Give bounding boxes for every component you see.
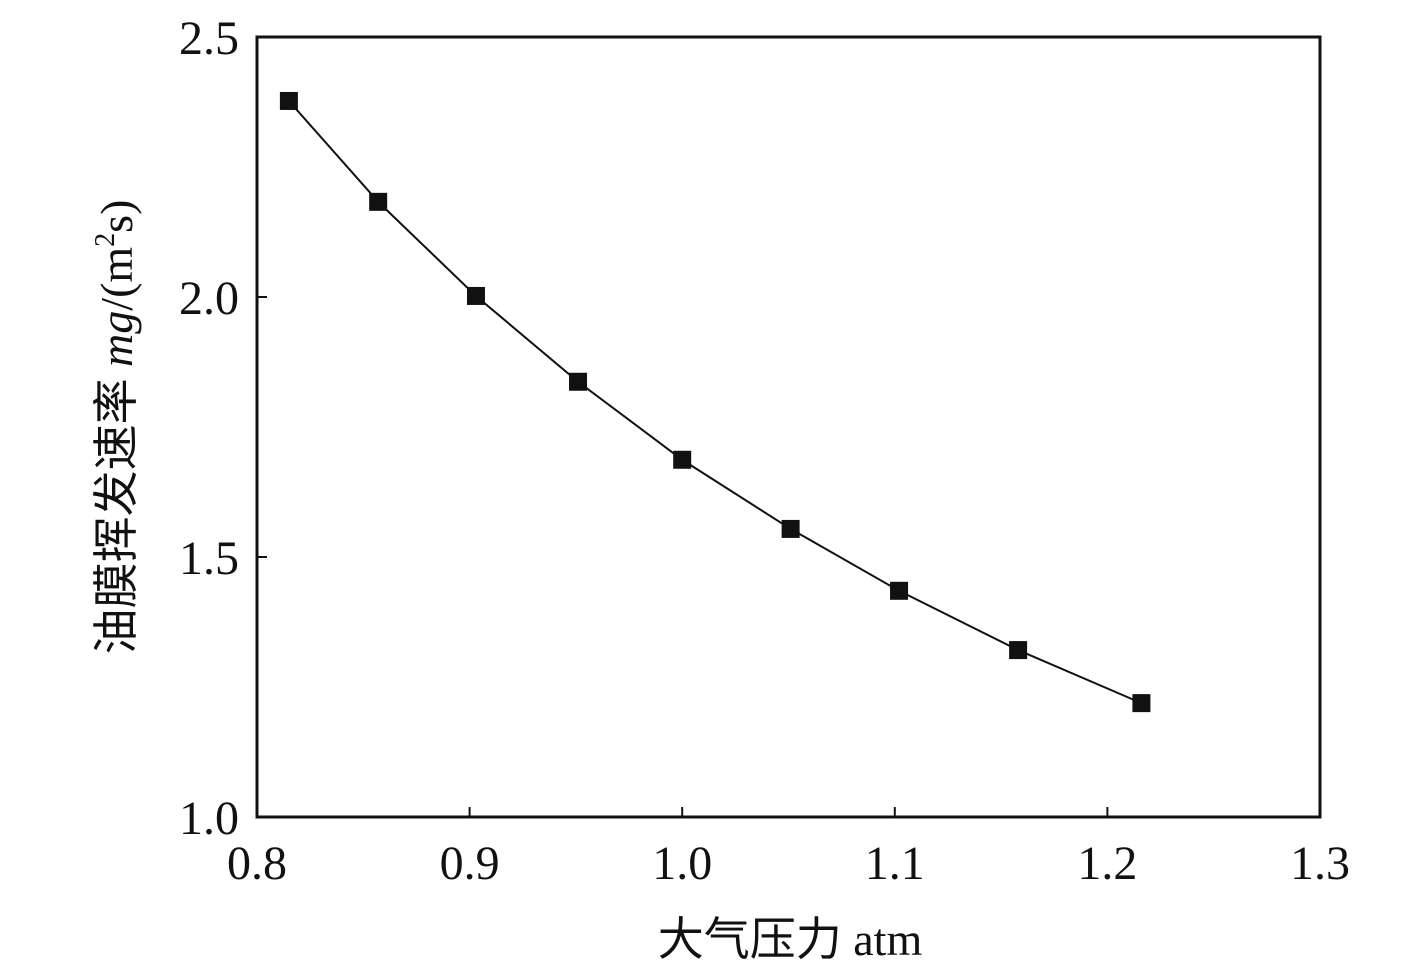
x-axis-title: 大气压力 atm: [658, 914, 923, 965]
ticks: 0.8 0.9 1.0 1.1 1.2 1.3 1.0 1.5 2.0 2.5: [179, 12, 1350, 890]
x-tick-label: 1.0: [652, 837, 712, 890]
data-point: [781, 519, 800, 538]
data-point: [1009, 641, 1028, 660]
x-tick-label: 1.3: [1290, 837, 1350, 890]
y-tick-label: 2.0: [179, 272, 239, 325]
data-point: [1132, 694, 1151, 713]
x-tick-label: 0.9: [440, 837, 500, 890]
y-tick-label: 1.5: [179, 532, 239, 585]
y-tick-label: 1.0: [179, 792, 239, 845]
y-axis-title: 油膜挥发速率 mg/(m2s): [90, 200, 142, 655]
x-tick-label: 1.1: [865, 837, 925, 890]
data-point: [890, 581, 909, 600]
data-point: [279, 91, 298, 110]
data-point: [569, 372, 588, 391]
y-tick-label: 2.5: [179, 12, 239, 65]
series-line: [288, 100, 1142, 705]
plot-frame: [255, 35, 1322, 819]
x-tick-label: 1.2: [1077, 837, 1137, 890]
data-point: [466, 286, 485, 305]
data-point: [673, 450, 692, 469]
data-point: [369, 192, 388, 211]
markers: [279, 91, 1151, 713]
x-tick-label: 0.8: [227, 837, 287, 890]
